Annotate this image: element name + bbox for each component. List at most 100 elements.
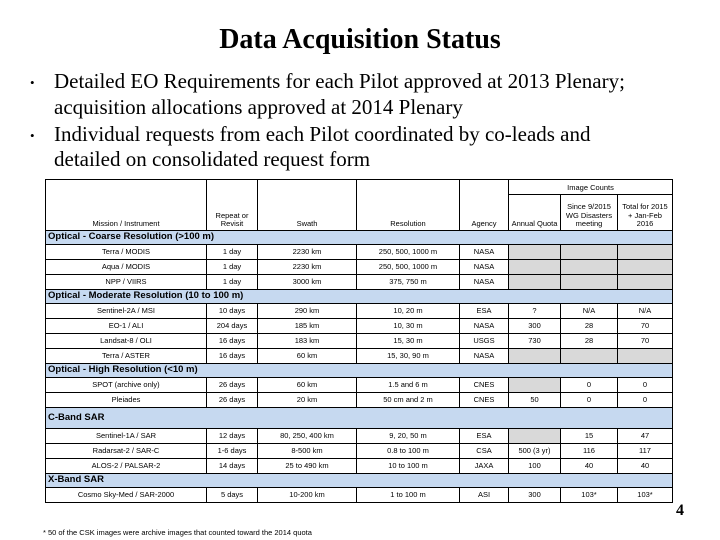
value-cell: 15 — [560, 428, 618, 444]
mission-instrument-cell: NPP / VIIRS — [45, 274, 207, 290]
bullet-item: • Detailed EO Requirements for each Pilo… — [30, 69, 632, 121]
section-header-row: Optical - Moderate Resolution (10 to 100… — [45, 289, 673, 304]
value-cell: 375, 750 m — [356, 274, 460, 290]
page-number: 4 — [676, 502, 684, 519]
value-cell: 103* — [617, 487, 673, 503]
mission-instrument-cell: Cosmo Sky-Med / SAR-2000 — [45, 487, 207, 503]
value-cell: ? — [508, 303, 561, 319]
section-header-label: Optical - Coarse Resolution (>100 m) — [45, 230, 673, 245]
value-cell: 5 days — [206, 487, 258, 503]
value-cell: CNES — [459, 377, 509, 393]
value-cell: 500 (3 yr) — [508, 443, 561, 459]
value-cell: 0 — [560, 392, 618, 408]
table-row: Radarsat-2 / SAR-C 1-6 days 8-500 km 0.8 to… — [45, 443, 673, 459]
value-cell: CNES — [459, 392, 509, 408]
value-cell: 100 — [508, 458, 561, 474]
value-cell — [508, 377, 561, 393]
mission-instrument-cell: Sentinel-2A / MSI — [45, 303, 207, 319]
value-cell: 103* — [560, 487, 618, 503]
value-cell: 1 day — [206, 244, 258, 260]
table-row: Aqua / MODIS 1 day 2230 km 250, 500, 1000 m… — [45, 259, 673, 275]
value-cell: 116 — [560, 443, 618, 459]
value-cell: 40 — [617, 458, 673, 474]
bullet-text: Individual requests from each Pilot coor… — [54, 121, 591, 172]
value-cell — [617, 259, 673, 275]
value-cell: 185 km — [257, 318, 357, 334]
value-cell: 250, 500, 1000 m — [356, 244, 460, 260]
table-row: Sentinel-2A / MSI 10 days 290 km 10, 20 m ES… — [45, 303, 673, 319]
value-cell: 204 days — [206, 318, 258, 334]
value-cell: 2230 km — [257, 259, 357, 275]
value-cell: 50 — [508, 392, 561, 408]
value-cell: NASA — [459, 259, 509, 275]
col-header-repeat-revisit: Repeat or Revisit — [206, 179, 258, 231]
section-header-row: Optical - Coarse Resolution (>100 m) — [45, 230, 673, 245]
value-cell: 3000 km — [257, 274, 357, 290]
acquisition-status-table: Mission / Instrument Repeat or Revisit S… — [45, 179, 673, 503]
value-cell: 12 days — [206, 428, 258, 444]
value-cell: 10, 20 m — [356, 303, 460, 319]
value-cell — [508, 428, 561, 444]
section-header-label: Optical - Moderate Resolution (10 to 100… — [45, 289, 673, 304]
value-cell: USGS — [459, 333, 509, 349]
col-header-since-9-2015: Since 9/2015 WG Disasters meeting — [560, 194, 618, 231]
table-row: Terra / ASTER 16 days 60 km 15, 30, 90 m NAS… — [45, 348, 673, 364]
table-row: Landsat-8 / OLI 16 days 183 km 15, 30 m USGS… — [45, 333, 673, 349]
value-cell — [508, 244, 561, 260]
value-cell: NASA — [459, 318, 509, 334]
section-header-label: X-Band SAR — [45, 473, 673, 488]
table-row: NPP / VIIRS 1 day 3000 km 375, 750 m NASA — [45, 274, 673, 290]
value-cell: 730 — [508, 333, 561, 349]
value-cell — [617, 348, 673, 364]
value-cell: 26 days — [206, 392, 258, 408]
value-cell — [617, 244, 673, 260]
bullet-text: Detailed EO Requirements for each Pilot … — [54, 69, 625, 119]
mission-instrument-cell: Terra / MODIS — [45, 244, 207, 260]
table-row: EO-1 / ALI 204 days 185 km 10, 30 m NASA 300 2… — [45, 318, 673, 334]
value-cell: 10 days — [206, 303, 258, 319]
value-cell: N/A — [560, 303, 618, 319]
value-cell: 10 to 100 m — [356, 458, 460, 474]
value-cell — [508, 348, 561, 364]
value-cell: 28 — [560, 333, 618, 349]
value-cell: 16 days — [206, 348, 258, 364]
value-cell — [560, 244, 618, 260]
footnote: * 50 of the CSK images were archive imag… — [43, 528, 312, 537]
col-header-total-2015: Total for 2015 + Jan-Feb 2016 — [617, 194, 673, 231]
value-cell: 1-6 days — [206, 443, 258, 459]
slide-title: Data Acquisition Status — [219, 24, 501, 55]
bullet-list: • Detailed EO Requirements for each Pilo… — [30, 69, 632, 174]
value-cell: 20 km — [257, 392, 357, 408]
value-cell: 15, 30, 90 m — [356, 348, 460, 364]
value-cell: 250, 500, 1000 m — [356, 259, 460, 275]
bullet-item: • Individual requests from each Pilot co… — [30, 122, 632, 174]
header-row-top: Mission / Instrument Repeat or Revisit S… — [45, 179, 673, 231]
value-cell: 10-200 km — [257, 487, 357, 503]
value-cell: 183 km — [257, 333, 357, 349]
value-cell: 300 — [508, 318, 561, 334]
bullet-icon: • — [30, 75, 35, 90]
value-cell: ESA — [459, 303, 509, 319]
bullet-icon: • — [30, 127, 35, 143]
value-cell: 300 — [508, 487, 561, 503]
value-cell — [508, 259, 561, 275]
mission-instrument-cell: Landsat-8 / OLI — [45, 333, 207, 349]
value-cell: 9, 20, 50 m — [356, 428, 460, 444]
mission-instrument-cell: EO-1 / ALI — [45, 318, 207, 334]
value-cell: 10, 30 m — [356, 318, 460, 334]
table-row: Cosmo Sky-Med / SAR-2000 5 days 10-200 km 1… — [45, 487, 673, 503]
value-cell: 117 — [617, 443, 673, 459]
value-cell — [560, 259, 618, 275]
value-cell: 60 km — [257, 377, 357, 393]
table-row: ALOS-2 / PALSAR-2 14 days 25 to 490 km 10 t… — [45, 458, 673, 474]
value-cell — [560, 274, 618, 290]
value-cell: 290 km — [257, 303, 357, 319]
value-cell: 0.8 to 100 m — [356, 443, 460, 459]
col-group-header-image-counts: Image Counts — [508, 179, 673, 195]
table-row: Terra / MODIS 1 day 2230 km 250, 500, 1000 … — [45, 244, 673, 260]
mission-instrument-cell: SPOT (archive only) — [45, 377, 207, 393]
value-cell: CSA — [459, 443, 509, 459]
value-cell: 1 to 100 m — [356, 487, 460, 503]
header-row-sub: Annual Quota Since 9/2015 WG Disasters m… — [46, 194, 673, 231]
